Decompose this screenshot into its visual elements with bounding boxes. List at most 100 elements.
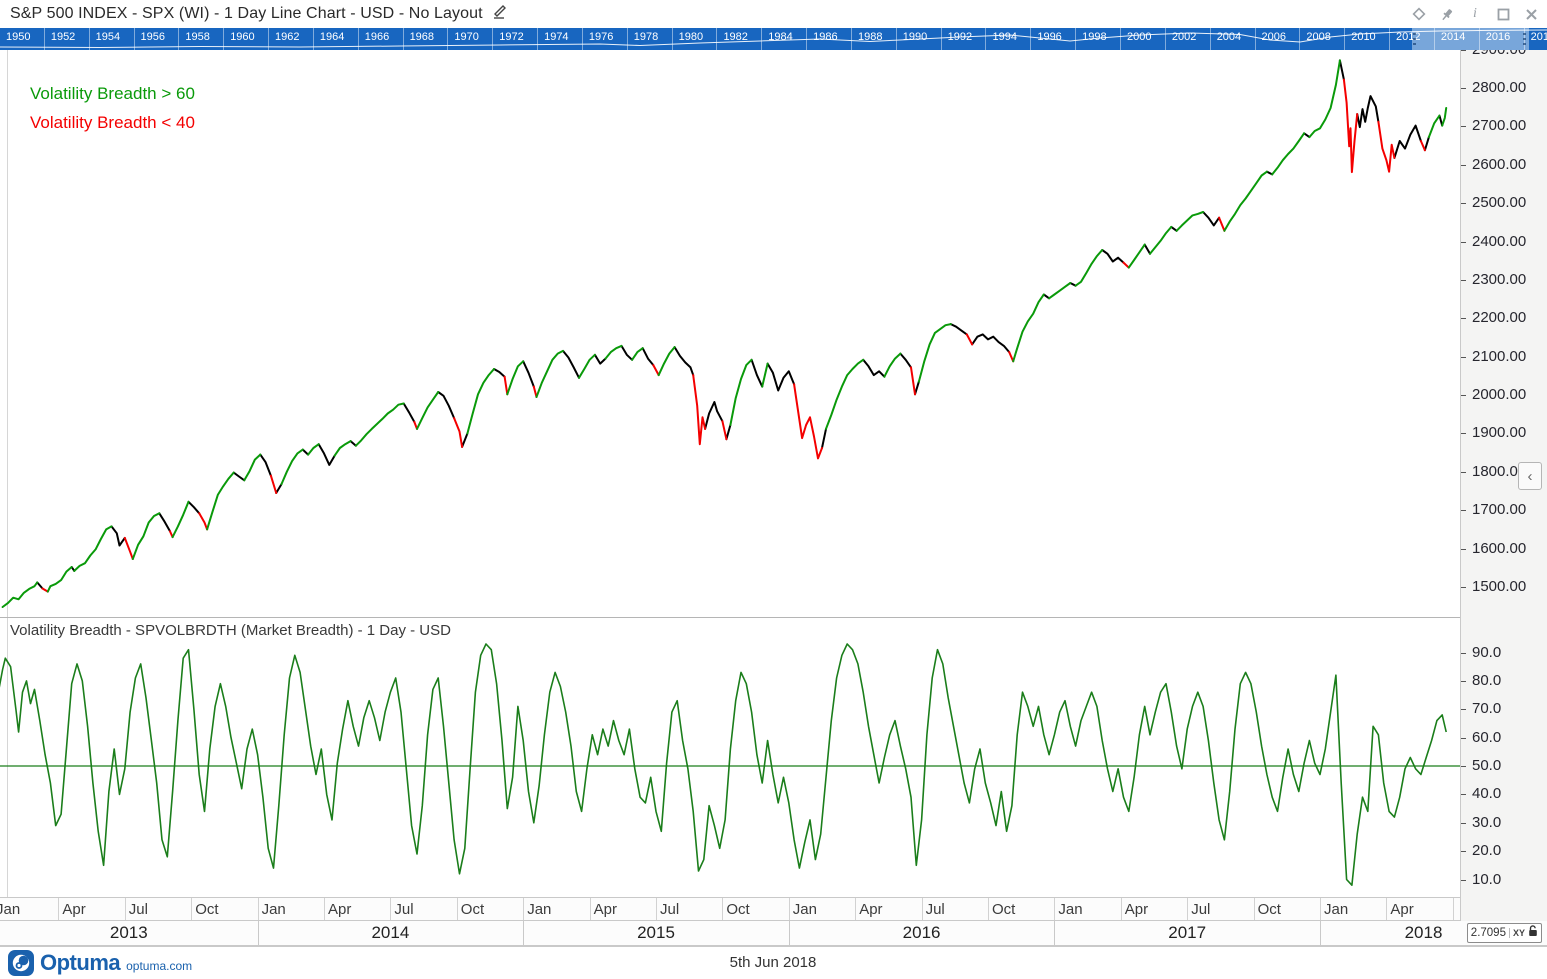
year-label-2017: 2017	[1168, 923, 1207, 942]
timeline-selected-range[interactable]	[1412, 28, 1529, 50]
price-axis-tick-2100.00: 2100.00	[1472, 347, 1527, 365]
month-label-Jan-2017: Jan	[1058, 901, 1083, 918]
quarter-divider	[523, 898, 525, 920]
year-label-2016: 2016	[902, 923, 941, 942]
month-label-Apr-2015: Apr	[593, 901, 617, 918]
quarter-divider	[656, 898, 657, 920]
price-axis-tickmark	[1461, 87, 1466, 89]
timeline-year-1994[interactable]: 1994	[986, 28, 1032, 50]
price-axis-tick-2300.00: 2300.00	[1472, 270, 1527, 288]
history-timeline-bar[interactable]: 2018201620142012201020082006200420022000…	[0, 28, 1547, 50]
optuma-brand[interactable]: Optuma optuma.com	[8, 950, 192, 976]
window-controls: i	[1411, 0, 1539, 28]
timeline-year-1958[interactable]: 1958	[179, 28, 225, 50]
quarter-divider	[324, 898, 325, 920]
breadth-axis-tick-80.0: 80.0	[1472, 671, 1502, 689]
xaxis-years-row[interactable]: 2.7095 XY 2013 2014 2015 2016 2017 2018	[0, 921, 1547, 946]
price-axis-tickmark	[1461, 471, 1466, 473]
price-axis-tick-2800.00: 2800.00	[1472, 78, 1527, 96]
axis-collapse-button[interactable]: ‹	[1518, 462, 1542, 490]
timeline-year-1968[interactable]: 1968	[404, 28, 449, 50]
timeline-year-1966[interactable]: 1966	[359, 28, 404, 50]
month-label-Oct-2017: Oct	[1257, 901, 1281, 918]
timeline-year-1974[interactable]: 1974	[538, 28, 583, 50]
timeline-year-1962[interactable]: 1962	[269, 28, 314, 50]
timeline-sparkline	[0, 29, 1547, 49]
month-label-Jul-2014: Jul	[394, 901, 414, 918]
diamond-icon[interactable]	[1411, 6, 1427, 22]
quarter-divider	[124, 898, 126, 920]
timeline-year-1954[interactable]: 1954	[90, 28, 135, 50]
breadth-axis-tick-10.0: 10.0	[1472, 870, 1502, 888]
timeline-year-1952[interactable]: 1952	[45, 28, 90, 50]
timeline-year-1972[interactable]: 1972	[493, 28, 539, 50]
breadth-axis-tickmark	[1461, 879, 1466, 881]
year-divider	[1320, 921, 1321, 945]
pin-icon[interactable]	[1439, 6, 1455, 22]
footer-bar: Optuma optuma.com 5th Jun 2018	[0, 946, 1547, 979]
spx-line-red-segments	[41, 78, 1426, 593]
spx-price-chart[interactable]	[0, 50, 1460, 617]
breadth-axis-tickmark	[1461, 652, 1466, 654]
quarter-divider	[1054, 898, 1056, 920]
month-label-Jul-2017: Jul	[1191, 901, 1211, 918]
panel-divider[interactable]	[0, 617, 1460, 618]
timeline-year-2002[interactable]: 2002	[1166, 28, 1211, 50]
timeline-year-1980[interactable]: 1980	[673, 28, 718, 50]
scale-ratio-badge[interactable]: 2.7095 XY	[1466, 923, 1542, 943]
price-axis-tickmark	[1461, 203, 1466, 205]
breadth-axis-tick-30.0: 30.0	[1472, 813, 1502, 831]
month-label-Jan-2018: Jan	[1324, 901, 1349, 918]
range-right-handle[interactable]	[1523, 33, 1528, 45]
timeline-year-1976[interactable]: 1976	[583, 28, 628, 50]
quarter-divider	[788, 898, 790, 920]
month-label-Jul-2016: Jul	[925, 901, 945, 918]
legend-breadth-above-60[interactable]: Volatility Breadth > 60	[30, 84, 195, 103]
close-icon[interactable]	[1523, 6, 1539, 22]
xaxis-months-row[interactable]: Jan Apr Jul Oct Jan Apr Jul Oct Jan Apr Jul Oct Jan A…	[0, 897, 1460, 921]
timeline-year-1978[interactable]: 1978	[628, 28, 673, 50]
quarter-divider	[589, 898, 591, 920]
quarter-divider	[1120, 898, 1122, 920]
timeline-year-1988[interactable]: 1988	[852, 28, 897, 50]
timeline-year-1998[interactable]: 1998	[1076, 28, 1121, 50]
legend-breadth-below-40[interactable]: Volatility Breadth < 40	[30, 113, 195, 132]
range-left-handle[interactable]	[1413, 33, 1418, 45]
timeline-year-1982[interactable]: 1982	[717, 28, 763, 50]
timeline-year-2018[interactable]: 2018	[1525, 28, 1547, 50]
quarter-divider	[1320, 898, 1321, 920]
timeline-year-2000[interactable]: 2000	[1121, 28, 1166, 50]
volatility-breadth-chart[interactable]	[0, 617, 1460, 897]
timeline-year-1970[interactable]: 1970	[448, 28, 494, 50]
timeline-year-1956[interactable]: 1956	[135, 28, 180, 50]
info-icon[interactable]: i	[1473, 6, 1477, 21]
price-axis-gutter[interactable]	[1460, 50, 1547, 946]
maximize-icon[interactable]	[1495, 6, 1511, 22]
timeline-year-1950[interactable]: 1950	[0, 28, 45, 50]
price-axis-tick-2700.00: 2700.00	[1472, 117, 1527, 135]
year-label-2014: 2014	[371, 923, 410, 942]
quarter-divider	[1452, 898, 1454, 920]
month-label-Oct-2013: Oct	[195, 901, 219, 918]
edit-title-icon[interactable]	[491, 4, 508, 25]
brand-site: optuma.com	[126, 959, 193, 973]
price-axis-tick-2600.00: 2600.00	[1472, 155, 1527, 173]
breadth-axis-tickmark	[1461, 851, 1466, 853]
price-axis-tick-2000.00: 2000.00	[1472, 386, 1527, 404]
timeline-year-1960[interactable]: 1960	[224, 28, 270, 50]
chart-title: S&P 500 INDEX - SPX (WI) - 1 Day Line Ch…	[10, 5, 483, 22]
timeline-year-1964[interactable]: 1964	[314, 28, 359, 50]
spx-line-green-segments	[1, 59, 1448, 608]
month-label-Oct-2014: Oct	[460, 901, 485, 918]
timeline-year-2014[interactable]: 2014	[1435, 28, 1480, 50]
price-axis-tickmark	[1461, 356, 1466, 358]
year-label-2015: 2015	[637, 923, 675, 942]
scale-ratio-value: 2.7095	[1470, 927, 1506, 939]
titlebar: S&P 500 INDEX - SPX (WI) - 1 Day Line Ch…	[0, 0, 1547, 28]
unlock-icon[interactable]	[1528, 924, 1538, 942]
month-label-Oct-2016: Oct	[992, 901, 1016, 918]
quarter-divider	[390, 898, 392, 920]
price-axis-tick-1500.00: 1500.00	[1472, 578, 1527, 595]
price-axis-tickmark	[1461, 318, 1466, 320]
breadth-color-legend: Volatility Breadth > 60 Volatility Bread…	[30, 84, 195, 142]
